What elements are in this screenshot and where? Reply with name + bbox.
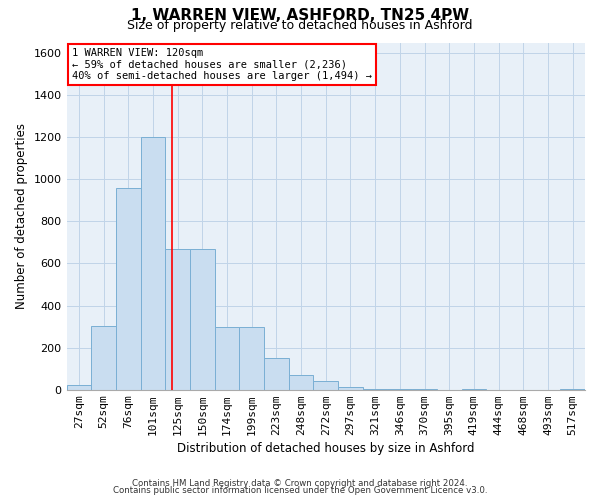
Bar [239,326,264,390]
Bar [264,358,289,390]
Bar [412,389,437,390]
Text: Size of property relative to detached houses in Ashford: Size of property relative to detached ho… [127,18,473,32]
Bar [116,188,140,390]
Bar [461,389,486,390]
Bar [338,386,363,390]
Y-axis label: Number of detached properties: Number of detached properties [15,123,28,309]
Bar [215,326,239,390]
Text: Contains public sector information licensed under the Open Government Licence v3: Contains public sector information licen… [113,486,487,495]
Bar [388,388,412,390]
Bar [165,248,190,390]
X-axis label: Distribution of detached houses by size in Ashford: Distribution of detached houses by size … [177,442,475,455]
Text: 1, WARREN VIEW, ASHFORD, TN25 4PW: 1, WARREN VIEW, ASHFORD, TN25 4PW [131,8,469,22]
Bar [313,382,338,390]
Bar [289,375,313,390]
Bar [363,388,388,390]
Bar [91,326,116,390]
Text: Contains HM Land Registry data © Crown copyright and database right 2024.: Contains HM Land Registry data © Crown c… [132,478,468,488]
Text: 1 WARREN VIEW: 120sqm
← 59% of detached houses are smaller (2,236)
40% of semi-d: 1 WARREN VIEW: 120sqm ← 59% of detached … [72,48,372,81]
Bar [190,248,215,390]
Bar [560,388,585,390]
Bar [140,137,165,390]
Bar [67,386,91,390]
